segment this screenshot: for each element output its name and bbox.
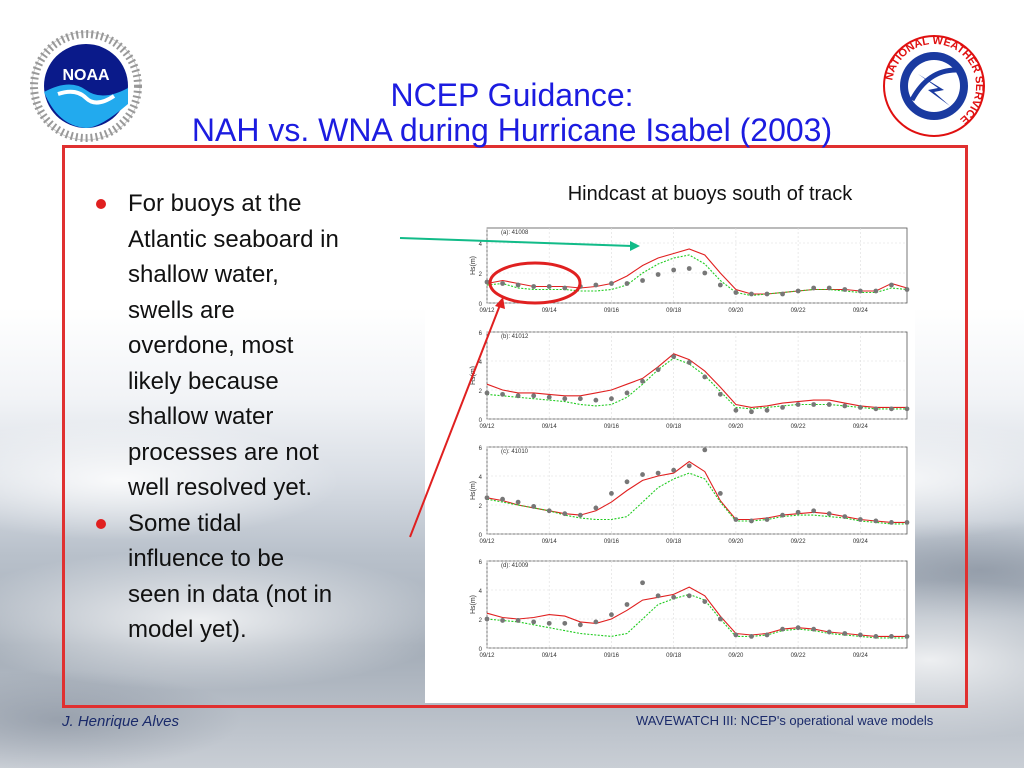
bullet-text: For buoys at the Atlantic seaboard in sh… xyxy=(128,190,339,501)
noaa-logo: NOAA xyxy=(30,30,142,142)
slide-title-line1: NCEP Guidance: xyxy=(390,77,634,113)
footer-subtitle: WAVEWATCH III: NCEP's operational wave m… xyxy=(636,713,934,728)
nws-logo: NATIONAL WEATHER SERVICE xyxy=(878,30,990,142)
footer-author: J. Henrique Alves xyxy=(62,713,179,730)
bullet-text: Some tidal influence to be seen in data … xyxy=(128,509,333,644)
bullet-dot xyxy=(96,518,106,529)
plot-panel-background xyxy=(425,213,915,703)
bullet-item: Some tidal influence to be seen in data … xyxy=(90,506,410,648)
chart-caption: Hindcast at buoys south of track xyxy=(567,183,853,205)
bullet-dot xyxy=(96,199,106,209)
bullet-item: For buoys at the Atlantic seaboard in sh… xyxy=(90,186,410,506)
slide-frame xyxy=(62,145,968,708)
frame-top-border xyxy=(62,145,965,148)
slide-title-line2: NAH vs. WNA during Hurricane Isabel (200… xyxy=(191,112,833,148)
bullet-list: For buoys at the Atlantic seaboard in sh… xyxy=(90,186,410,648)
noaa-logo-text: NOAA xyxy=(62,67,110,84)
